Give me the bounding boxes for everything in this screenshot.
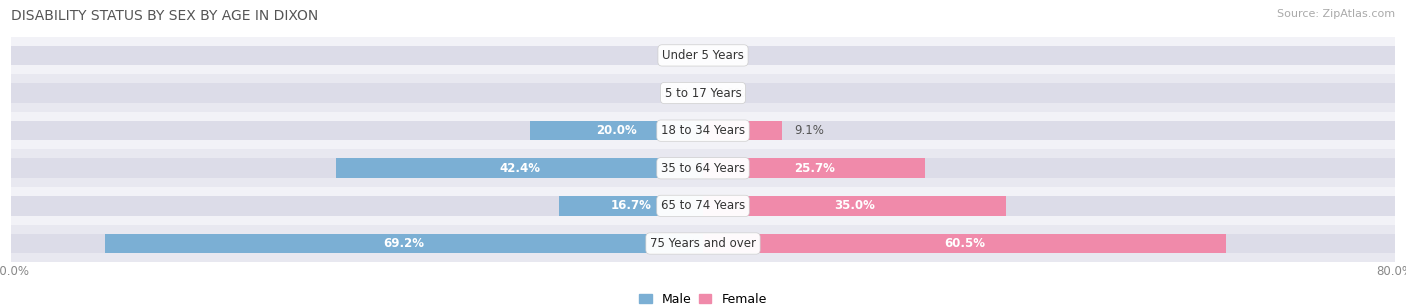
Bar [703,121,1395,140]
Text: 20.0%: 20.0% [596,124,637,137]
Text: Under 5 Years: Under 5 Years [662,49,744,62]
Bar [558,196,703,216]
Bar [703,159,925,178]
Bar [11,234,703,253]
Text: 60.5%: 60.5% [943,237,986,250]
Text: DISABILITY STATUS BY SEX BY AGE IN DIXON: DISABILITY STATUS BY SEX BY AGE IN DIXON [11,9,319,23]
Bar [11,159,703,178]
Text: 0.0%: 0.0% [716,49,745,62]
Bar [703,196,1395,216]
Bar [11,225,1395,262]
Text: 9.1%: 9.1% [794,124,824,137]
Text: 35 to 64 Years: 35 to 64 Years [661,162,745,175]
Text: 25.7%: 25.7% [793,162,835,175]
Text: 16.7%: 16.7% [610,199,651,212]
Bar [11,74,1395,112]
Bar [104,234,703,253]
Bar [11,149,1395,187]
Text: Source: ZipAtlas.com: Source: ZipAtlas.com [1277,9,1395,19]
Bar [703,196,1005,216]
Bar [530,121,703,140]
Bar [11,196,703,216]
Bar [703,83,1395,103]
Text: 0.0%: 0.0% [661,87,690,99]
Text: 5 to 17 Years: 5 to 17 Years [665,87,741,99]
Bar [11,46,703,65]
Text: 69.2%: 69.2% [384,237,425,250]
Bar [703,121,782,140]
Bar [11,83,703,103]
Bar [703,234,1226,253]
Bar [11,37,1395,74]
Bar [11,112,1395,149]
Text: 35.0%: 35.0% [834,199,875,212]
Bar [703,46,1395,65]
Text: 0.0%: 0.0% [661,49,690,62]
Text: 18 to 34 Years: 18 to 34 Years [661,124,745,137]
Text: 0.0%: 0.0% [716,87,745,99]
Bar [703,234,1395,253]
Bar [336,159,703,178]
Text: 75 Years and over: 75 Years and over [650,237,756,250]
Bar [11,187,1395,225]
Bar [11,121,703,140]
Text: 65 to 74 Years: 65 to 74 Years [661,199,745,212]
Legend: Male, Female: Male, Female [640,293,766,305]
Bar [703,159,1395,178]
Text: 42.4%: 42.4% [499,162,540,175]
